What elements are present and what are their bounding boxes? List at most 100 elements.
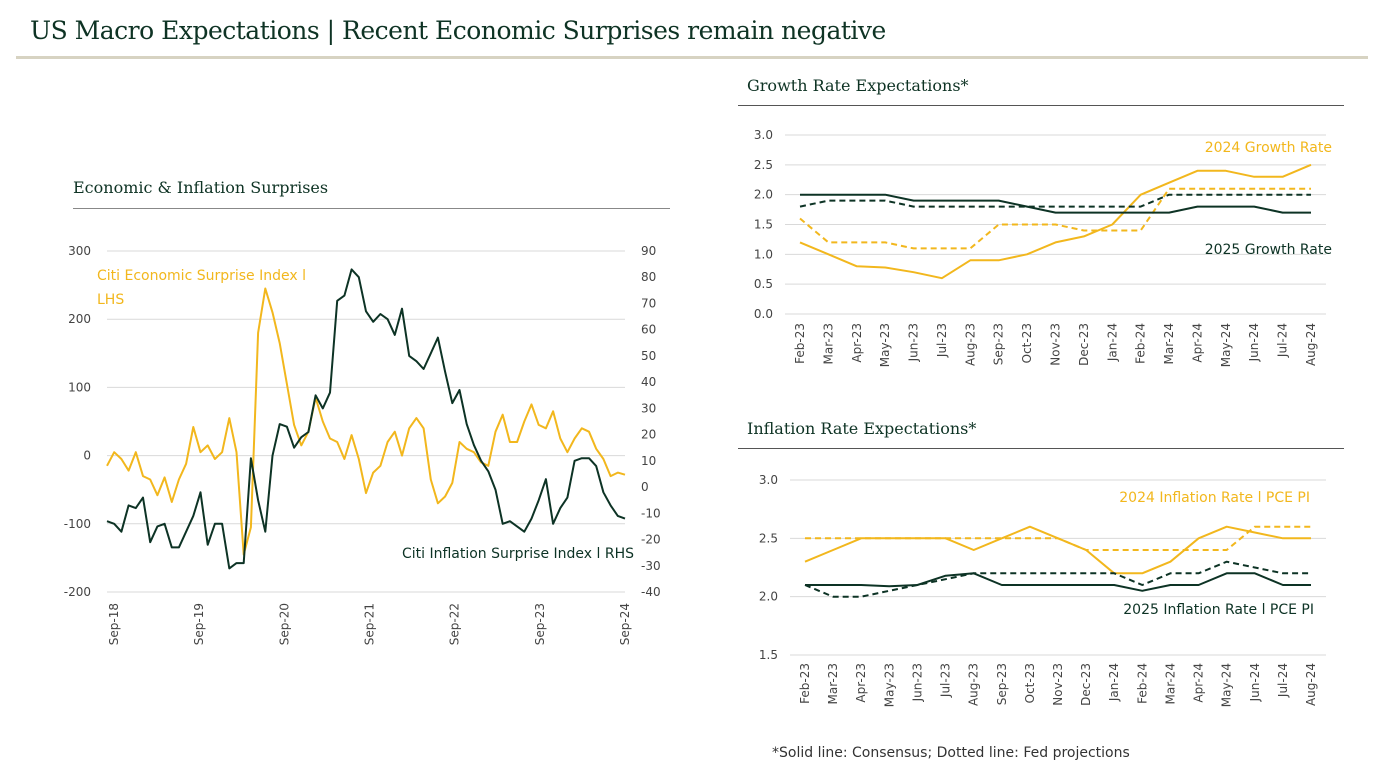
inflation-x-tick: Mar-24: [1163, 663, 1177, 704]
inflation-series-label: 2025 Inflation Rate l PCE PI: [1123, 602, 1314, 618]
surprises-left-tick: 300: [68, 244, 91, 258]
growth-x-tick: Apr-23: [850, 323, 864, 363]
surprises-left-tick: 200: [68, 312, 91, 326]
footnote: *Solid line: Consensus; Dotted line: Fed…: [772, 745, 1130, 761]
surprises-right-tick: 70: [641, 296, 656, 310]
growth-y-tick: 2.5: [754, 158, 773, 172]
title-underline: [16, 56, 1368, 59]
growth-line-0: [799, 163, 1312, 280]
growth-line-1: [799, 187, 1311, 250]
surprises-right-tick: -40: [641, 585, 661, 599]
economic-surprise-label: LHS: [97, 292, 124, 308]
growth-x-tick: Dec-23: [1077, 323, 1091, 366]
surprises-right-tick: -30: [641, 559, 661, 573]
surprises-x-tick: Sep-22: [448, 603, 462, 645]
inflation-line-0: [804, 525, 1311, 575]
growth-x-tick: Jul-24: [1276, 323, 1290, 358]
inflation-x-tick: Jul-23: [939, 663, 953, 698]
inflation-y-tick: 2.0: [759, 590, 778, 604]
surprises-right-tick: 40: [641, 375, 656, 389]
growth-line-3: [799, 193, 1311, 208]
page-title: US Macro Expectations | Recent Economic …: [30, 16, 886, 45]
inflation-series-label: 2024 Inflation Rate l PCE PI: [1119, 490, 1310, 506]
inflation-x-tick: Nov-23: [1051, 663, 1065, 706]
growth-chart-title: Growth Rate Expectations*: [747, 76, 969, 95]
surprises-x-tick: Sep-19: [192, 603, 206, 645]
surprises-right-tick: 10: [641, 454, 656, 468]
growth-x-tick: Jun-24: [1247, 323, 1261, 362]
inflation-surprise-line: [106, 268, 626, 570]
inflation-x-tick: Dec-23: [1079, 663, 1093, 706]
surprises-right-tick: 60: [641, 323, 656, 337]
growth-x-tick: Mar-23: [821, 323, 835, 364]
growth-x-tick: Oct-23: [1020, 323, 1034, 363]
surprises-chart-title: Economic & Inflation Surprises: [73, 178, 329, 197]
growth-x-tick: Mar-24: [1162, 323, 1176, 364]
inflation-x-tick: Aug-23: [967, 663, 981, 706]
growth-line-2: [800, 193, 1311, 214]
surprises-x-tick: Sep-18: [107, 603, 121, 645]
surprises-left-tick: 100: [68, 380, 91, 394]
surprises-right-tick: -20: [641, 533, 661, 547]
growth-x-tick: Jul-23: [935, 323, 949, 358]
surprises-right-tick: 20: [641, 428, 656, 442]
surprises-title-rule: [73, 208, 670, 209]
inflation-x-tick: Aug-24: [1304, 663, 1318, 706]
inflation-x-tick: Jul-24: [1276, 663, 1290, 698]
surprises-right-tick: -10: [641, 506, 661, 520]
inflation-y-tick: 2.5: [759, 531, 778, 545]
growth-x-tick: Jan-24: [1105, 323, 1119, 362]
growth-y-tick: 1.0: [754, 247, 773, 261]
inflation-surprise-label: Citi Inflation Surprise Index l RHS: [402, 546, 634, 562]
growth-x-tick: Aug-23: [963, 323, 977, 366]
growth-x-tick: Feb-24: [1134, 323, 1148, 364]
growth-y-tick: 0.0: [754, 307, 773, 321]
inflation-chart-title: Inflation Rate Expectations*: [747, 419, 977, 438]
growth-x-tick: May-23: [878, 323, 892, 367]
inflation-x-tick: Feb-24: [1135, 663, 1149, 704]
growth-x-tick: Nov-23: [1049, 323, 1063, 366]
surprises-x-tick: Sep-23: [533, 603, 547, 645]
growth-x-tick: Feb-23: [793, 323, 807, 364]
inflation-x-tick: May-24: [1220, 663, 1234, 707]
surprises-right-tick: 80: [641, 270, 656, 284]
inflation-x-tick: Apr-23: [854, 663, 868, 703]
growth-y-tick: 2.0: [754, 188, 773, 202]
surprises-left-tick: 0: [83, 449, 91, 463]
surprises-right-tick: 0: [641, 480, 649, 494]
inflation-x-tick: Oct-23: [1023, 663, 1037, 703]
surprises-right-tick: 50: [641, 349, 656, 363]
growth-series-label: 2024 Growth Rate: [1205, 140, 1332, 156]
inflation-line-2: [805, 572, 1311, 592]
inflation-y-tick: 3.0: [759, 473, 778, 487]
inflation-x-tick: Feb-23: [798, 663, 812, 704]
growth-y-tick: 1.5: [754, 218, 773, 232]
growth-y-tick: 3.0: [754, 128, 773, 142]
growth-x-tick: Aug-24: [1304, 323, 1318, 366]
inflation-x-tick: Jun-23: [910, 663, 924, 702]
growth-y-tick: 0.5: [754, 277, 773, 291]
growth-x-tick: Apr-24: [1190, 323, 1204, 363]
surprises-x-tick: Sep-21: [363, 603, 377, 645]
inflation-x-tick: Sep-23: [995, 663, 1009, 705]
inflation-x-tick: May-23: [882, 663, 896, 707]
inflation-x-tick: Apr-24: [1192, 663, 1206, 703]
surprises-x-tick: Sep-24: [618, 603, 632, 645]
surprises-right-tick: 90: [641, 244, 656, 258]
surprises-right-tick: 30: [641, 401, 656, 415]
growth-title-rule: [738, 105, 1344, 106]
inflation-x-tick: Jan-24: [1107, 663, 1121, 702]
economic-surprise-label: Citi Economic Surprise Index l: [97, 268, 306, 284]
surprises-x-tick: Sep-20: [277, 603, 291, 645]
growth-x-tick: Sep-23: [992, 323, 1006, 365]
inflation-title-rule: [738, 448, 1344, 449]
surprises-left-tick: -200: [64, 585, 91, 599]
inflation-line-3: [804, 560, 1311, 598]
surprises-left-tick: -100: [64, 517, 91, 531]
inflation-x-tick: Mar-23: [826, 663, 840, 704]
inflation-y-tick: 1.5: [759, 648, 778, 662]
growth-x-tick: Jun-23: [907, 323, 921, 362]
economic-surprise-line: [106, 287, 626, 556]
inflation-line-1: [805, 525, 1311, 551]
